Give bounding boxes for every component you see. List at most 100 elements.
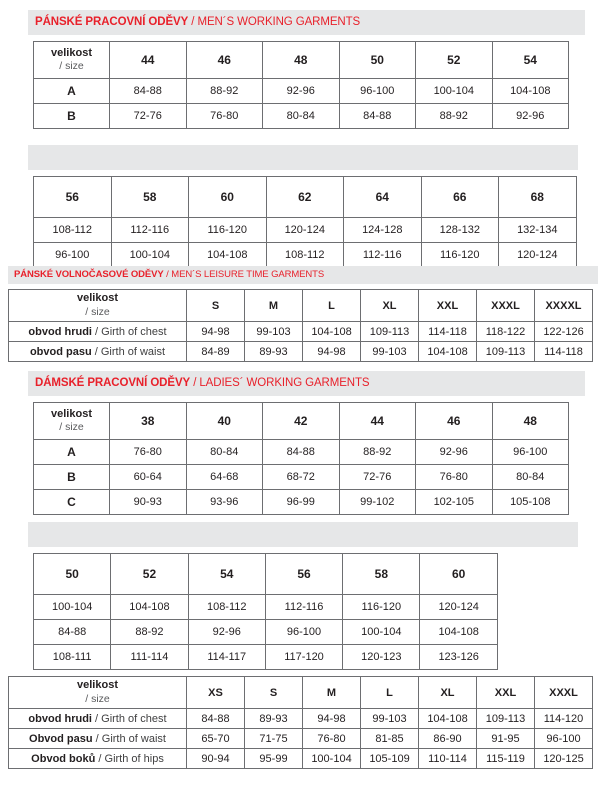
spacer-band-1 [28, 145, 578, 170]
col-header: M [302, 676, 361, 709]
table-cell: 99-102 [338, 489, 416, 515]
col-header: M [244, 289, 303, 322]
table-row: A 84-88 88-92 92-96 96-100 100-104 104-1… [33, 78, 569, 104]
table-cell: 108-112 [265, 242, 344, 268]
size-label: / size [59, 421, 84, 434]
table-cell: 116-120 [420, 242, 499, 268]
table-cell: 109-113 [476, 708, 535, 729]
table-cell: 114-117 [187, 644, 266, 670]
row-label-chest-cz: obvod hrudi [28, 712, 92, 725]
cell-velikost: velikost / size [8, 289, 187, 322]
table-cell: 108-111 [32, 644, 112, 670]
col-header: S [244, 676, 303, 709]
table-ladies-working-part2: 50 52 54 56 58 60 100-104 104-108 108-11… [32, 553, 498, 670]
table-row: 84-88 88-92 92-96 96-100 100-104 104-108 [32, 619, 498, 645]
table-cell: 114-118 [418, 321, 477, 342]
col-header: 58 [110, 176, 189, 218]
table-cell: 132-134 [498, 217, 577, 243]
col-header: 54 [187, 553, 266, 595]
table-row: C 90-93 93-96 96-99 99-102 102-105 105-1… [33, 489, 569, 515]
table-cell: 104-108 [418, 708, 477, 729]
col-header: 50 [338, 41, 416, 79]
table-cell: 115-119 [476, 748, 535, 769]
table-cell: 76-80 [302, 728, 361, 749]
table-cell: 104-108 [418, 341, 477, 362]
table-row: A 76-80 80-84 84-88 88-92 92-96 96-100 [33, 439, 569, 465]
table-row: 108-112 112-116 116-120 120-124 124-128 … [33, 217, 577, 243]
table-cell: 109-113 [476, 341, 535, 362]
table-cell: 99-103 [360, 708, 419, 729]
table-cell: 60-64 [109, 464, 187, 490]
table-cell: 84-88 [338, 103, 416, 129]
table-cell: 111-114 [110, 644, 189, 670]
table-cell: 108-112 [187, 594, 266, 620]
table-row: obvod pasu / Girth of waist 84-89 89-93 … [8, 341, 593, 362]
table-cell: 102-105 [415, 489, 493, 515]
table-cell: 76-80 [109, 439, 187, 465]
table-cell: 94-98 [302, 341, 361, 362]
title-separator: / [163, 269, 172, 281]
col-header: 62 [265, 176, 344, 218]
table-cell: 92-96 [262, 78, 340, 104]
col-header: XS [186, 676, 245, 709]
col-header: XXXXL [534, 289, 593, 322]
table-mens-leisure: velikost / size S M L XL XXL XXXL XXXXL … [8, 289, 593, 362]
table-cell: 80-84 [185, 439, 263, 465]
table-row: obvod hrudi / Girth of chest 94-98 99-10… [8, 321, 593, 342]
table-cell: 71-75 [244, 728, 303, 749]
col-header: 56 [33, 176, 112, 218]
velikost-label: velikost [77, 679, 118, 692]
table-cell: 120-123 [342, 644, 421, 670]
table-cell: 122-126 [534, 321, 593, 342]
table-cell: 94-98 [302, 708, 361, 729]
col-header: 42 [262, 402, 340, 440]
section-title-en: MEN´S WORKING GARMENTS [197, 15, 361, 28]
spacer-band-2 [28, 522, 578, 547]
row-label-chest: obvod hrudi / Girth of chest [8, 321, 187, 342]
col-header: 60 [419, 553, 498, 595]
table-cell: 94-98 [186, 321, 245, 342]
table-row: B 72-76 76-80 80-84 84-88 88-92 92-96 [33, 103, 569, 129]
table-cell: 112-116 [264, 594, 344, 620]
table-cell: 100-104 [415, 78, 493, 104]
table-cell: 118-122 [476, 321, 535, 342]
row-label-chest-en: / Girth of chest [91, 325, 167, 338]
section-header-ladies-working: DÁMSKÉ PRACOVNÍ ODĚVY / LADIES´ WORKING … [28, 371, 585, 396]
table-cell: 84-88 [32, 619, 112, 645]
cell-velikost: velikost / size [33, 41, 110, 79]
table-cell: 81-85 [360, 728, 419, 749]
col-header: 52 [415, 41, 493, 79]
table-cell: 84-88 [109, 78, 187, 104]
table-cell: 116-120 [188, 217, 267, 243]
col-header: XXXL [476, 289, 535, 322]
table-cell: 64-68 [185, 464, 263, 490]
col-header: L [302, 289, 361, 322]
table-row: Obvod pasu / Girth of waist 65-70 71-75 … [8, 728, 593, 749]
row-label-chest-en: / Girth of chest [91, 712, 167, 725]
table-cell: 120-124 [265, 217, 344, 243]
table-cell: 100-104 [32, 594, 112, 620]
col-header: 56 [264, 553, 344, 595]
table-row-header: velikost / size 38 40 42 44 46 48 [33, 402, 569, 440]
table-row: 96-100 100-104 104-108 108-112 112-116 1… [33, 242, 577, 268]
table-row-header: velikost / size S M L XL XXL XXXL XXXXL [8, 289, 593, 322]
col-header: XXL [476, 676, 535, 709]
section-title-en: MEN´S LEISURE TIME GARMENTS [171, 269, 325, 281]
table-cell: 92-96 [491, 103, 569, 129]
col-header: 58 [342, 553, 421, 595]
row-label-a: A [33, 78, 110, 104]
table-cell: 104-108 [419, 619, 498, 645]
table-cell: 112-116 [110, 217, 189, 243]
col-header: 48 [491, 402, 569, 440]
section-title-en: LADIES´ WORKING GARMENTS [199, 376, 370, 389]
col-header: 50 [32, 553, 112, 595]
table-row-header: 50 52 54 56 58 60 [32, 553, 498, 595]
section-title-cz: PÁNSKÉ VOLNOČASOVÉ ODĚVY [14, 269, 164, 281]
size-label: / size [59, 60, 84, 73]
col-header: XL [360, 289, 419, 322]
table-row: obvod hrudi / Girth of chest 84-88 89-93… [8, 708, 593, 729]
table-cell: 80-84 [491, 464, 569, 490]
table-cell: 105-109 [360, 748, 419, 769]
section-title-cz: DÁMSKÉ PRACOVNÍ ODĚVY [35, 376, 191, 389]
table-cell: 104-108 [188, 242, 267, 268]
